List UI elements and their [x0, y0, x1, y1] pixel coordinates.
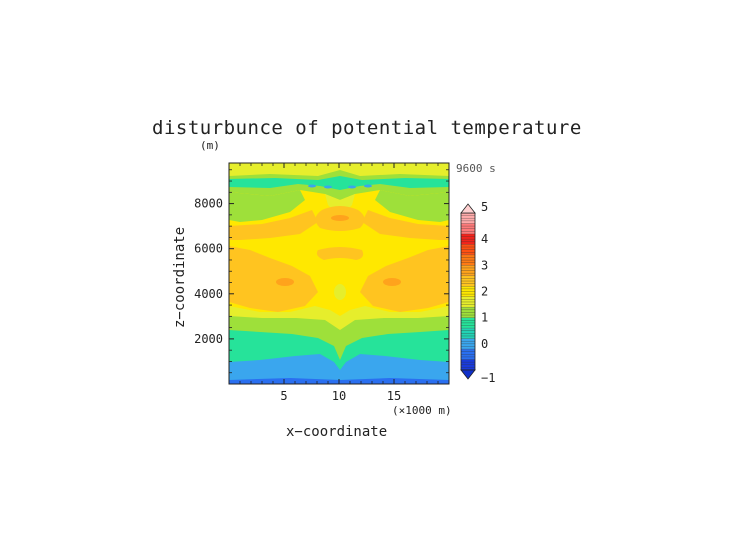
peak-3-left [276, 278, 294, 286]
colorbar-tick-label: 1 [481, 311, 488, 325]
y-tick-label: 2000 [194, 332, 223, 346]
band-1-1.5-right-lobe [375, 190, 449, 222]
x-axis: 5 10 15 [239, 163, 439, 403]
band-2.5-3-left-lobe [229, 246, 318, 312]
y-tick-label: 4000 [194, 287, 223, 301]
blob-top-1 [308, 184, 316, 188]
band-2.5-3-upper-left [229, 210, 318, 240]
y-unit-label: (m) [200, 139, 220, 152]
blob-top-2 [324, 185, 332, 189]
y-axis-label: z−coordinate [172, 227, 188, 328]
colorbar-under-arrow [460, 369, 476, 380]
band-0-0.5 [229, 354, 449, 384]
x-tick-label: 5 [280, 389, 287, 403]
colorbar-tick-label: 4 [481, 232, 488, 246]
colorbar-tick-label: 2 [481, 285, 488, 299]
y-tick-label: 6000 [194, 242, 223, 256]
x-axis-label: x−coordinate [286, 424, 387, 440]
contour-field [229, 163, 449, 384]
x-tick-label: 15 [387, 389, 401, 403]
time-label: 9600 s [456, 162, 496, 175]
band-0.5-1-top [229, 176, 449, 190]
band-2.5-3-upper-right [362, 210, 449, 240]
peak-3-upper-center [331, 215, 349, 221]
y-axis: 2000 4000 6000 8000 [194, 169, 449, 374]
colorbar-over-arrow [460, 203, 476, 214]
blob-top-3 [348, 185, 356, 189]
x-tick-label: 10 [332, 389, 346, 403]
colorbar-tick-label: 5 [481, 200, 488, 214]
band-1.5-2-center-spot [334, 284, 346, 300]
colorbar: −1 0 1 2 3 4 5 [460, 200, 495, 385]
chart-title: disturbunce of potential temperature [152, 117, 582, 139]
colorbar-tick-label: 0 [481, 337, 488, 351]
colorbar-tick-label: 3 [481, 258, 488, 272]
blob-top-4 [364, 184, 372, 188]
colorbar-tick-label: −1 [481, 371, 495, 385]
band-1-1.5-left-lobe [229, 190, 305, 222]
x-unit-label: (×1000 m) [392, 404, 452, 417]
y-tick-label: 8000 [194, 197, 223, 211]
band-2.5-3-mid-center [316, 247, 364, 260]
peak-3-right [383, 278, 401, 286]
band-2.5-3-right-lobe [360, 246, 449, 312]
